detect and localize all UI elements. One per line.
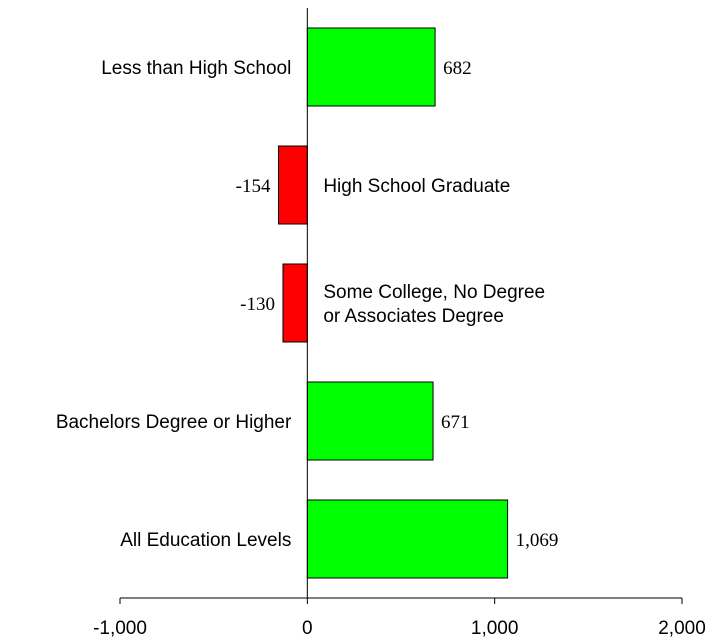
category-label-4: All Education Levels [120, 530, 291, 551]
bar-2 [282, 263, 308, 343]
bar-0 [306, 27, 436, 107]
x-tick-label-2: 1,000 [471, 618, 519, 639]
category-label-1: High School Graduate [323, 176, 510, 197]
category-label-2: Some College, No Degree or Associates Deg… [323, 282, 545, 327]
value-label-3: 671 [441, 412, 470, 433]
bar-4 [306, 499, 509, 579]
value-label-0: 682 [443, 58, 472, 79]
x-tick-label-3: 2,000 [658, 618, 706, 639]
category-label-3: Bachelors Degree or Higher [56, 412, 292, 433]
x-tick-label-0: -1,000 [93, 618, 147, 639]
x-tick-label-1: 0 [302, 618, 313, 639]
category-label-0: Less than High School [101, 58, 291, 79]
value-label-4: 1,069 [516, 530, 559, 551]
bar-1 [277, 145, 308, 225]
bar-3 [306, 381, 434, 461]
bars-group [277, 27, 509, 579]
labels-group: 682 Less than High School -154 High School … [56, 58, 559, 551]
value-label-1: -154 [236, 176, 271, 197]
x-axis: -1,000 0 1,000 2,000 [93, 8, 706, 639]
value-label-2: -130 [240, 294, 275, 315]
